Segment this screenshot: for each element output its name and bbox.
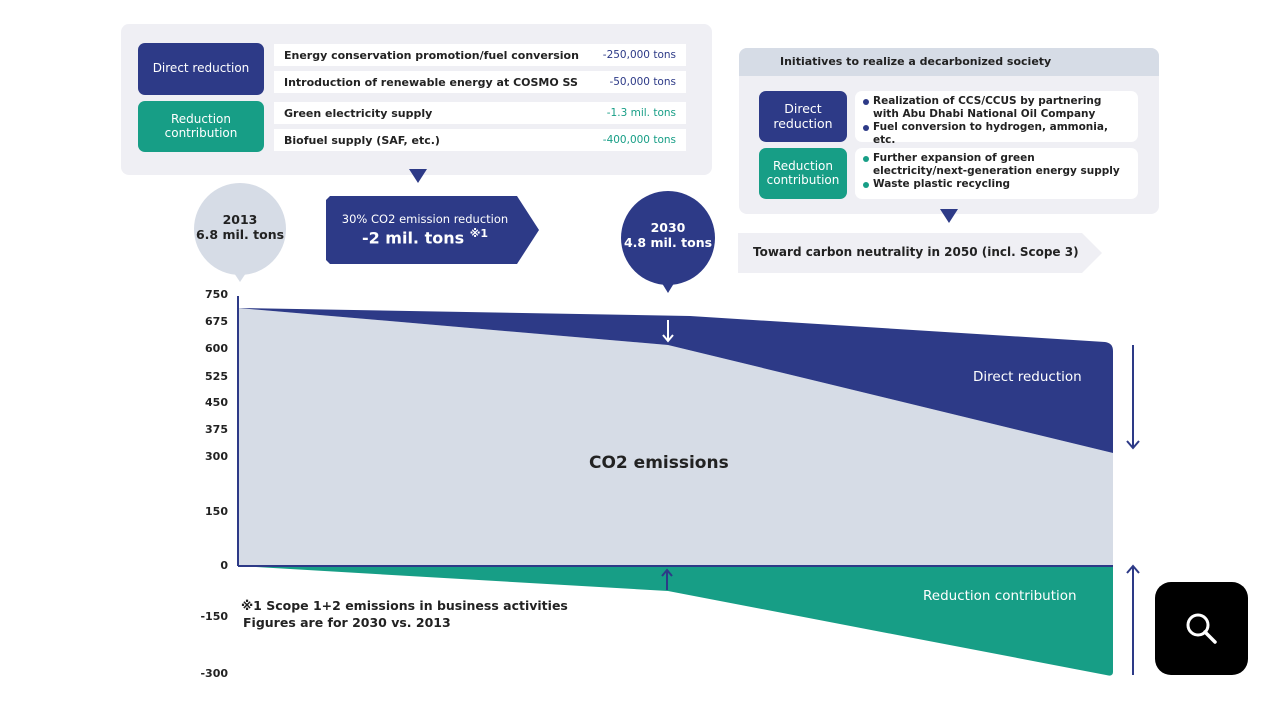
contribution-arrow-icon xyxy=(1126,564,1140,675)
goal-text: Toward carbon neutrality in 2050 (incl. … xyxy=(753,245,1079,259)
bullet-icon xyxy=(863,182,869,189)
item-value: -400,000 tons xyxy=(602,134,676,146)
reduction-breakdown-panel: Direct reduction Reduction contribution … xyxy=(121,24,712,175)
y-tick: -150 xyxy=(200,610,228,623)
reduction-arrow-shape xyxy=(326,196,539,264)
year-label: 2013 xyxy=(222,212,258,227)
down-triangle-icon xyxy=(409,169,427,183)
footnote-line: Figures are for 2030 vs. 2013 xyxy=(243,614,451,630)
item-value: -50,000 tons xyxy=(609,76,676,88)
down-arrow-icon xyxy=(662,320,674,343)
list-item: Energy conservation promotion/fuel conve… xyxy=(274,44,686,66)
reduction-value: -2 mil. tons xyxy=(361,228,465,248)
bubble-2030 xyxy=(621,191,715,285)
item-label: Green electricity supply xyxy=(284,106,433,120)
direct-reduction-tag: Direct reduction xyxy=(759,91,847,142)
initiatives-title: Initiatives to realize a decarbonized so… xyxy=(739,48,1159,76)
list-item: Biofuel supply (SAF, etc.) -400,000 tons xyxy=(274,129,686,151)
reduction-contribution-area xyxy=(238,566,1113,676)
bullet-icon xyxy=(863,156,869,162)
direct-items: Realization of CCS/CCUS by partnering wi… xyxy=(855,91,1138,146)
up-arrow-icon xyxy=(661,568,673,590)
goal-arrow-shape xyxy=(738,233,1102,273)
value-label: 6.8 mil. tons xyxy=(195,227,285,242)
item-label: Biofuel supply (SAF, etc.) xyxy=(284,133,440,147)
co2-emissions-label: CO2 emissions xyxy=(589,453,729,473)
footnote: ※1 Scope 1+2 emissions in business activ… xyxy=(241,598,568,632)
bullet-icon xyxy=(863,99,869,105)
y-tick: 525 xyxy=(205,370,228,383)
item-text: Fuel conversion to hydrogen, ammonia, et… xyxy=(873,121,1108,147)
y-tick: 0 xyxy=(220,559,228,572)
item-label: Energy conservation promotion/fuel conve… xyxy=(284,48,579,62)
y-tick: 600 xyxy=(205,342,228,355)
direct-reduction-tag: Direct reduction xyxy=(138,43,264,95)
y-tick: 300 xyxy=(205,450,228,463)
year-label: 2030 xyxy=(650,220,686,235)
item-value: -1.3 mil. tons xyxy=(606,107,676,119)
list-item: Fuel conversion to hydrogen, ammonia, et… xyxy=(863,121,1130,147)
footnote-line: ※1 Scope 1+2 emissions in business activ… xyxy=(241,598,568,613)
reduction-label: 30% CO2 emission reduction xyxy=(341,212,509,226)
item-text: Further expansion of green electricity/n… xyxy=(873,152,1120,178)
list-item: Further expansion of green electricity/n… xyxy=(863,152,1130,178)
y-tick: 375 xyxy=(205,423,228,436)
bullet-icon xyxy=(863,125,869,132)
list-item: Green electricity supply -1.3 mil. tons xyxy=(274,102,686,124)
item-text: Waste plastic recycling xyxy=(873,178,1011,191)
search-icon xyxy=(1186,613,1217,644)
contribution-items: Further expansion of green electricity/n… xyxy=(855,148,1138,199)
reduction-contribution-label: Reduction contribution xyxy=(923,588,1077,604)
y-tick: 750 xyxy=(205,288,228,301)
reduction-contribution-tag: Reduction contribution xyxy=(759,148,847,199)
direct-reduction-area xyxy=(238,308,1113,453)
co2-emissions-area xyxy=(238,308,1113,566)
item-value: -250,000 tons xyxy=(602,49,676,61)
list-item: Introduction of renewable energy at COSM… xyxy=(274,71,686,93)
y-tick: 150 xyxy=(205,505,228,518)
item-text: Realization of CCS/CCUS by partnering wi… xyxy=(873,95,1102,121)
list-item: Waste plastic recycling xyxy=(863,178,1130,191)
direct-reduction-label: Direct reduction xyxy=(973,369,1082,385)
direct-reduction-arrow-icon xyxy=(1126,345,1140,450)
value-label: 4.8 mil. tons xyxy=(623,235,713,250)
list-item: Realization of CCS/CCUS by partnering wi… xyxy=(863,95,1130,121)
reduction-arrow-text: 30% CO2 emission reduction -2 mil. tons … xyxy=(330,212,520,249)
search-button[interactable] xyxy=(1155,582,1248,675)
bubble-2030-text: 2030 4.8 mil. tons xyxy=(621,220,715,250)
initiatives-panel: Initiatives to realize a decarbonized so… xyxy=(739,48,1159,214)
y-tick: -300 xyxy=(200,667,228,680)
footnote-ref: ※1 xyxy=(469,226,489,240)
down-triangle-icon xyxy=(940,209,958,223)
y-tick: 450 xyxy=(205,396,228,409)
bubble-2013 xyxy=(194,183,286,275)
reduction-contribution-tag: Reduction contribution xyxy=(138,101,264,152)
item-label: Introduction of renewable energy at COSM… xyxy=(284,75,578,89)
bubble-2013-text: 2013 6.8 mil. tons xyxy=(194,212,286,242)
y-tick: 675 xyxy=(205,315,228,328)
